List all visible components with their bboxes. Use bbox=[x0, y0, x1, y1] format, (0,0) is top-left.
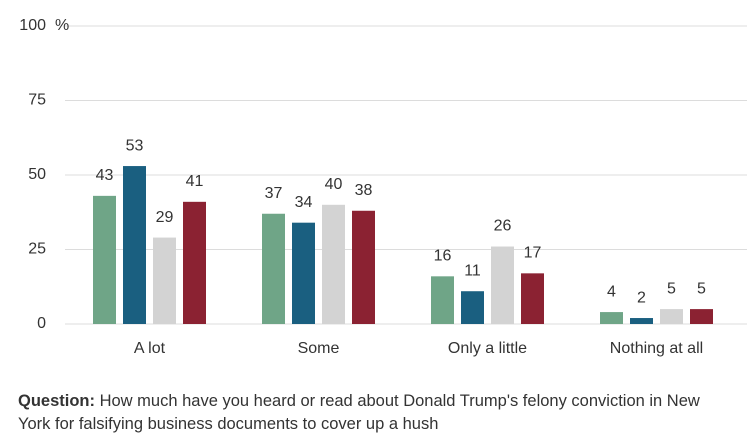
value-label: 40 bbox=[325, 176, 343, 193]
question-note: Question: How much have you heard or rea… bbox=[18, 390, 733, 436]
value-label: 37 bbox=[265, 185, 283, 202]
value-label: 17 bbox=[524, 245, 542, 262]
y-tick-label: 75 bbox=[28, 92, 46, 109]
page: {"chart_data": {"type": "bar", "categori… bbox=[18, 17, 747, 433]
bar bbox=[123, 166, 146, 324]
x-tick-label: A lot bbox=[134, 340, 166, 357]
bar bbox=[521, 273, 544, 324]
y-tick-label: 100 bbox=[19, 17, 46, 34]
bar bbox=[322, 204, 345, 324]
bar bbox=[153, 237, 176, 324]
value-label: 38 bbox=[355, 182, 373, 199]
value-label: 5 bbox=[667, 280, 676, 297]
value-label: 16 bbox=[434, 248, 452, 265]
value-label: 34 bbox=[295, 194, 313, 211]
y-tick-label: 50 bbox=[28, 166, 46, 183]
bar bbox=[660, 309, 683, 324]
bar bbox=[461, 291, 484, 324]
y-tick-label: 25 bbox=[28, 241, 46, 258]
bar bbox=[183, 201, 206, 324]
value-label: 4 bbox=[607, 283, 616, 300]
bar bbox=[292, 222, 315, 324]
note-label: Question: bbox=[18, 392, 95, 410]
bar bbox=[690, 309, 713, 324]
y-unit: % bbox=[55, 17, 69, 34]
bar bbox=[600, 312, 623, 324]
bar bbox=[431, 276, 454, 324]
value-label: 43 bbox=[96, 167, 114, 184]
x-tick-label: Only a little bbox=[448, 340, 527, 357]
value-label: 53 bbox=[126, 137, 144, 154]
bar bbox=[630, 318, 653, 324]
value-label: 2 bbox=[637, 289, 646, 306]
bar bbox=[262, 213, 285, 324]
x-tick-label: Nothing at all bbox=[610, 340, 703, 357]
bar bbox=[93, 195, 116, 324]
value-label: 11 bbox=[464, 262, 481, 279]
value-label: 5 bbox=[697, 280, 706, 297]
note-text: How much have you heard or read about Do… bbox=[18, 392, 700, 433]
bar bbox=[491, 246, 514, 324]
value-label: 41 bbox=[186, 173, 204, 190]
x-tick-label: Some bbox=[298, 340, 340, 357]
bar bbox=[352, 210, 375, 324]
value-label: 26 bbox=[494, 218, 512, 235]
value-label: 29 bbox=[156, 209, 174, 226]
y-tick-label: 0 bbox=[37, 315, 46, 332]
